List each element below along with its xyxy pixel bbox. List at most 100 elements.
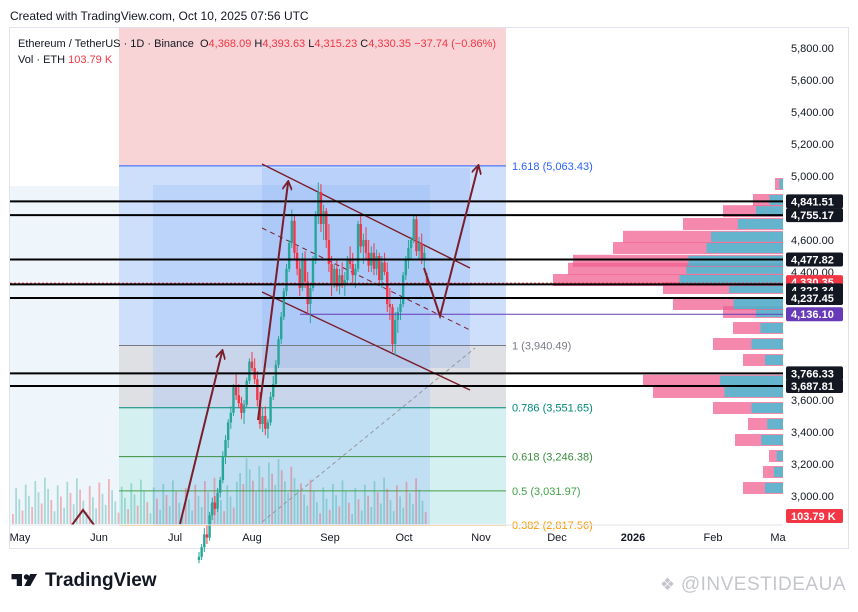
volume-bar-74: [248, 469, 251, 524]
x-tick-5: Oct: [395, 532, 412, 544]
candle-body-41: [306, 281, 309, 304]
candle-body-84: [420, 243, 423, 260]
level-badge-text-1: 4,755.17: [791, 210, 834, 222]
candle-body-2: [203, 534, 206, 548]
volume-bar-116: [383, 477, 385, 524]
trend-dashed-line: [261, 347, 476, 523]
brand-name: TradingView: [45, 570, 157, 591]
author-watermark: ❖ @INVESTIDEAUA: [660, 574, 846, 596]
volume-bar-2: [18, 499, 21, 524]
x-tick-9: Feb: [704, 532, 723, 544]
volume-bar-103: [341, 480, 344, 524]
profile-bar-buy-18: [711, 231, 783, 242]
profile-bar-buy-13: [729, 283, 783, 293]
profile-bar-buy-4: [767, 419, 783, 429]
volume-bar-56: [191, 510, 193, 524]
candle-body-60: [356, 224, 360, 269]
volume-bar-70: [236, 481, 238, 524]
y-tick-0: 5,800.00: [791, 43, 834, 55]
volume-bar-46: [159, 509, 161, 524]
volume-bar-24: [88, 486, 91, 524]
volume-bar-127: [418, 489, 421, 524]
candle-body-26: [266, 422, 270, 429]
profile-bar-buy-12: [733, 299, 783, 309]
watermark-text: @INVESTIDEAUA: [680, 574, 846, 595]
volume-bar-26: [95, 508, 97, 524]
fib-zone-teal: [119, 407, 506, 524]
level-badge-2: [786, 252, 843, 267]
tradingview-brand[interactable]: TradingView: [11, 570, 157, 592]
symbol-label[interactable]: Ethereum / TetherUS · 1D · Binance: [18, 38, 194, 50]
volume-bar-45: [156, 498, 158, 524]
candle-body-82: [415, 219, 418, 252]
y-tick-5: 4,600.00: [791, 235, 834, 247]
volume-bar-49: [168, 506, 171, 524]
candle-body-46: [319, 192, 323, 224]
level-badge-text-5: 4,237.45: [791, 293, 834, 305]
candle-body-68: [378, 256, 381, 280]
arrow-up-2: [257, 183, 288, 421]
candle-body-10: [224, 440, 227, 456]
volume-bar-11: [47, 488, 49, 524]
volume-bar-120: [396, 485, 398, 524]
candle-body-1: [200, 547, 203, 557]
candle-body-73: [391, 307, 394, 344]
candle-body-43: [311, 260, 315, 288]
volume-bar-126: [415, 478, 417, 524]
level-badge-1: [786, 208, 843, 223]
y-tick-3: 5,200.00: [791, 139, 834, 151]
candle-body-36: [293, 220, 296, 253]
y-tick-7: 3,600.00: [791, 395, 834, 407]
profile-bar-buy-15: [686, 263, 783, 274]
volume-bar-32: [114, 501, 117, 524]
volume-bar-75: [252, 480, 254, 524]
candle-body-70: [383, 262, 386, 272]
tradingview-logo-icon: [11, 574, 37, 586]
volume-bar-66: [223, 511, 225, 524]
volume-bar-93: [309, 479, 312, 524]
volume-bar-87: [290, 466, 293, 524]
volume-bar-117: [386, 488, 389, 524]
level-badge-7: [786, 366, 843, 381]
candle-body-19: [248, 361, 251, 381]
volume-bar-129: [424, 511, 427, 524]
volume-bar-68: [229, 496, 232, 524]
volume-bar-47: [162, 483, 165, 524]
candle-body-7: [216, 492, 219, 509]
volume-bar-82: [274, 484, 277, 524]
volume-bar-53: [181, 514, 184, 524]
volume-bar-4: [24, 484, 27, 524]
channel-zone: [262, 168, 470, 368]
volume-bar-19: [72, 504, 75, 524]
close-value: 4,330.35: [368, 38, 412, 50]
volume-bar-55: [188, 499, 190, 524]
candle-body-77: [401, 275, 405, 304]
volume-bar-72: [242, 484, 245, 524]
volume-bar-13: [53, 511, 56, 524]
volume-bar-25: [92, 497, 94, 524]
volume-bar-102: [338, 506, 341, 524]
volume-bar-33: [117, 512, 120, 524]
candle-body-24: [261, 416, 264, 424]
profile-bar-buy-10: [760, 323, 783, 333]
profile-bar-buy-2: [776, 451, 783, 461]
volume-bar-29: [104, 504, 107, 524]
candle-body-62: [362, 240, 365, 247]
chart-frame[interactable]: [9, 27, 849, 549]
volume-label[interactable]: Vol · ETH: [18, 54, 66, 66]
candle-body-6: [213, 502, 217, 509]
volume-bar-79: [264, 488, 267, 524]
open-value: 4,368.09: [208, 38, 252, 50]
candle-body-45: [317, 192, 320, 216]
candle-body-51: [333, 268, 336, 284]
profile-bar-buy-11: [756, 307, 783, 317]
volume-bar-89: [296, 489, 299, 524]
volume-bar-61: [207, 492, 209, 524]
volume-bar-44: [152, 487, 155, 524]
volume-bar-0: [12, 514, 14, 524]
candle-body-54: [340, 275, 344, 285]
volume-bar-10: [44, 477, 46, 524]
y-tick-9: 3,200.00: [791, 459, 834, 471]
volume-bar-52: [178, 502, 181, 524]
